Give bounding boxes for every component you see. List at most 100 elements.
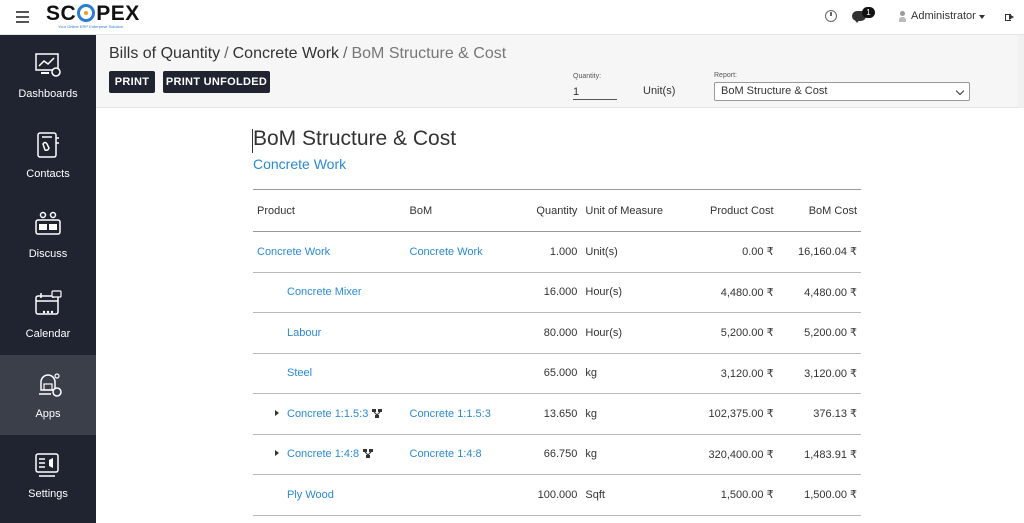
product-cost-cell: 4,480.00 ₹ <box>679 272 778 313</box>
app-logo[interactable]: SC PEX <box>46 2 140 25</box>
quantity-cell: 100.000 <box>517 474 582 516</box>
bom-table: Product BoM Quantity Unit of Measure Pro… <box>253 189 861 516</box>
table-row: Concrete Mixer 16.000 Hour(s) 4,480.00 ₹… <box>253 272 861 313</box>
bom-cost-cell: 376.13 ₹ <box>777 393 861 435</box>
column-header-product-cost: Product Cost <box>679 189 778 232</box>
bom-cell <box>405 474 518 516</box>
scrollbar[interactable] <box>1018 35 1024 108</box>
product-link[interactable]: Concrete 1:4:8 <box>287 448 360 461</box>
quantity-label: Quantity: <box>573 73 602 80</box>
quantity-unit: Unit(s) <box>643 85 676 97</box>
breadcrumb-bills-of-quantity[interactable]: Bills of Quantity <box>109 45 221 62</box>
sidebar-item-settings[interactable]: Settings <box>0 435 96 515</box>
report-label: Report: <box>714 72 737 79</box>
product-cost-cell: 3,120.00 ₹ <box>679 353 778 394</box>
sidebar-item-contacts[interactable]: Contacts <box>0 115 96 195</box>
uom-cell: Hour(s) <box>581 272 680 313</box>
product-link[interactable]: Steel <box>253 353 406 394</box>
activity-clock-icon[interactable] <box>825 10 837 22</box>
product-link[interactable]: Concrete Mixer <box>253 272 406 313</box>
bom-link[interactable]: Concrete 1:4:8 <box>405 434 518 475</box>
bom-cell <box>405 312 518 354</box>
logo-text-right: PEX <box>96 2 140 25</box>
expand-caret-icon[interactable] <box>275 409 279 416</box>
quantity-cell: 1.000 <box>517 231 582 273</box>
column-header-bom: BoM <box>405 189 518 232</box>
sidebar-item-label: Contacts <box>26 168 70 180</box>
report-select-value: BoM Structure & Cost <box>721 85 828 97</box>
bom-structure-icon[interactable] <box>372 408 383 418</box>
table-row: Concrete 1:4:8 Concrete 1:4:8 66.750 kg … <box>253 434 861 475</box>
bom-cost-cell: 1,483.91 ₹ <box>777 434 861 475</box>
sidebar-item-calendar[interactable]: Calendar <box>0 275 96 355</box>
table-row: Steel 65.000 kg 3,120.00 ₹ 3,120.00 ₹ <box>253 353 861 394</box>
breadcrumb-current: BoM Structure & Cost <box>351 45 507 62</box>
notification-badge: 1 <box>862 7 875 18</box>
product-cost-cell: 0.00 ₹ <box>679 231 778 273</box>
report-title: BoM Structure & Cost <box>251 127 457 153</box>
logout-icon[interactable] <box>1005 12 1014 21</box>
bom-cost-cell: 3,120.00 ₹ <box>777 353 861 394</box>
contacts-icon <box>33 130 63 160</box>
product-link[interactable]: Concrete 1:1.5:3 <box>287 407 369 420</box>
breadcrumb: Bills of Quantity / Concrete Work / BoM Stru… <box>109 45 507 62</box>
sidebar-item-label: Apps <box>35 408 61 420</box>
table-row: Concrete Work Concrete Work 1.000 Unit(s… <box>253 231 861 273</box>
quantity-cell: 13.650 <box>517 393 582 435</box>
table-row: Concrete 1:1.5:3 Concrete 1:1.5:3 13.650… <box>253 393 861 435</box>
settings-icon <box>33 450 63 480</box>
product-cost-cell: 5,200.00 ₹ <box>679 312 778 354</box>
user-menu[interactable]: Administrator <box>911 10 976 22</box>
bom-link[interactable]: Concrete Work <box>405 231 518 273</box>
uom-cell: kg <box>581 434 680 475</box>
chevron-down-icon <box>955 86 965 96</box>
report-subtitle-link[interactable]: Concrete Work <box>253 156 347 172</box>
uom-cell: kg <box>581 353 680 394</box>
top-bar: SC PEX Your Online ERP Enterprise Solutio… <box>0 0 1024 35</box>
column-header-product: Product <box>253 189 406 232</box>
product-link[interactable]: Concrete Work <box>253 231 406 273</box>
product-link[interactable]: Ply Wood <box>253 474 406 516</box>
bom-cell <box>405 272 518 313</box>
user-avatar-icon[interactable] <box>899 11 906 22</box>
report-select[interactable]: BoM Structure & Cost <box>714 82 970 101</box>
product-link[interactable]: Labour <box>253 312 406 354</box>
column-header-bom-cost: BoM Cost <box>777 189 861 232</box>
quantity-cell: 80.000 <box>517 312 582 354</box>
sidebar-item-label: Calendar <box>25 328 71 340</box>
print-unfolded-button[interactable]: PRINT UNFOLDED <box>163 71 270 93</box>
bom-link[interactable]: Concrete 1:1.5:3 <box>405 393 518 435</box>
quantity-input[interactable] <box>573 84 617 100</box>
print-button[interactable]: PRINT <box>109 71 155 93</box>
discuss-icon <box>33 210 63 240</box>
table-row: Labour 80.000 Hour(s) 5,200.00 ₹ 5,200.0… <box>253 312 861 354</box>
chat-icon[interactable] <box>852 11 866 23</box>
column-header-uom: Unit of Measure <box>581 189 680 232</box>
product-cost-cell: 102,375.00 ₹ <box>679 393 778 435</box>
sidebar-item-discuss[interactable]: Discuss <box>0 195 96 275</box>
table-row: Ply Wood 100.000 Sqft 1,500.00 ₹ 1,500.0… <box>253 474 861 516</box>
sidebar: Dashboards Contacts Discuss Calendar App… <box>0 35 96 523</box>
quantity-cell: 65.000 <box>517 353 582 394</box>
uom-cell: kg <box>581 393 680 435</box>
bom-cost-cell: 16,160.04 ₹ <box>777 231 861 273</box>
calendar-icon <box>33 290 63 320</box>
table-header-row: Product BoM Quantity Unit of Measure Pro… <box>253 189 861 232</box>
sidebar-item-dashboards[interactable]: Dashboards <box>0 35 96 115</box>
product-cell-expandable: Concrete 1:4:8 <box>253 434 406 475</box>
bom-cost-cell: 1,500.00 ₹ <box>777 474 861 516</box>
sidebar-item-apps[interactable]: Apps <box>0 355 96 435</box>
dashboard-icon <box>33 50 63 80</box>
sidebar-item-label: Settings <box>28 488 68 500</box>
breadcrumb-concrete-work[interactable]: Concrete Work <box>232 45 340 62</box>
uom-cell: Sqft <box>581 474 680 516</box>
caret-down-icon[interactable] <box>979 15 985 19</box>
uom-cell: Unit(s) <box>581 231 680 273</box>
control-panel: Bills of Quantity / Concrete Work / BoM Stru… <box>96 35 1024 108</box>
logo-text-left: SC <box>46 2 77 25</box>
hamburger-menu-icon[interactable] <box>16 11 29 23</box>
expand-caret-icon[interactable] <box>275 450 279 457</box>
bom-structure-icon[interactable] <box>363 449 374 459</box>
product-cell-expandable: Concrete 1:1.5:3 <box>253 393 406 435</box>
sidebar-item-label: Dashboards <box>18 88 78 100</box>
